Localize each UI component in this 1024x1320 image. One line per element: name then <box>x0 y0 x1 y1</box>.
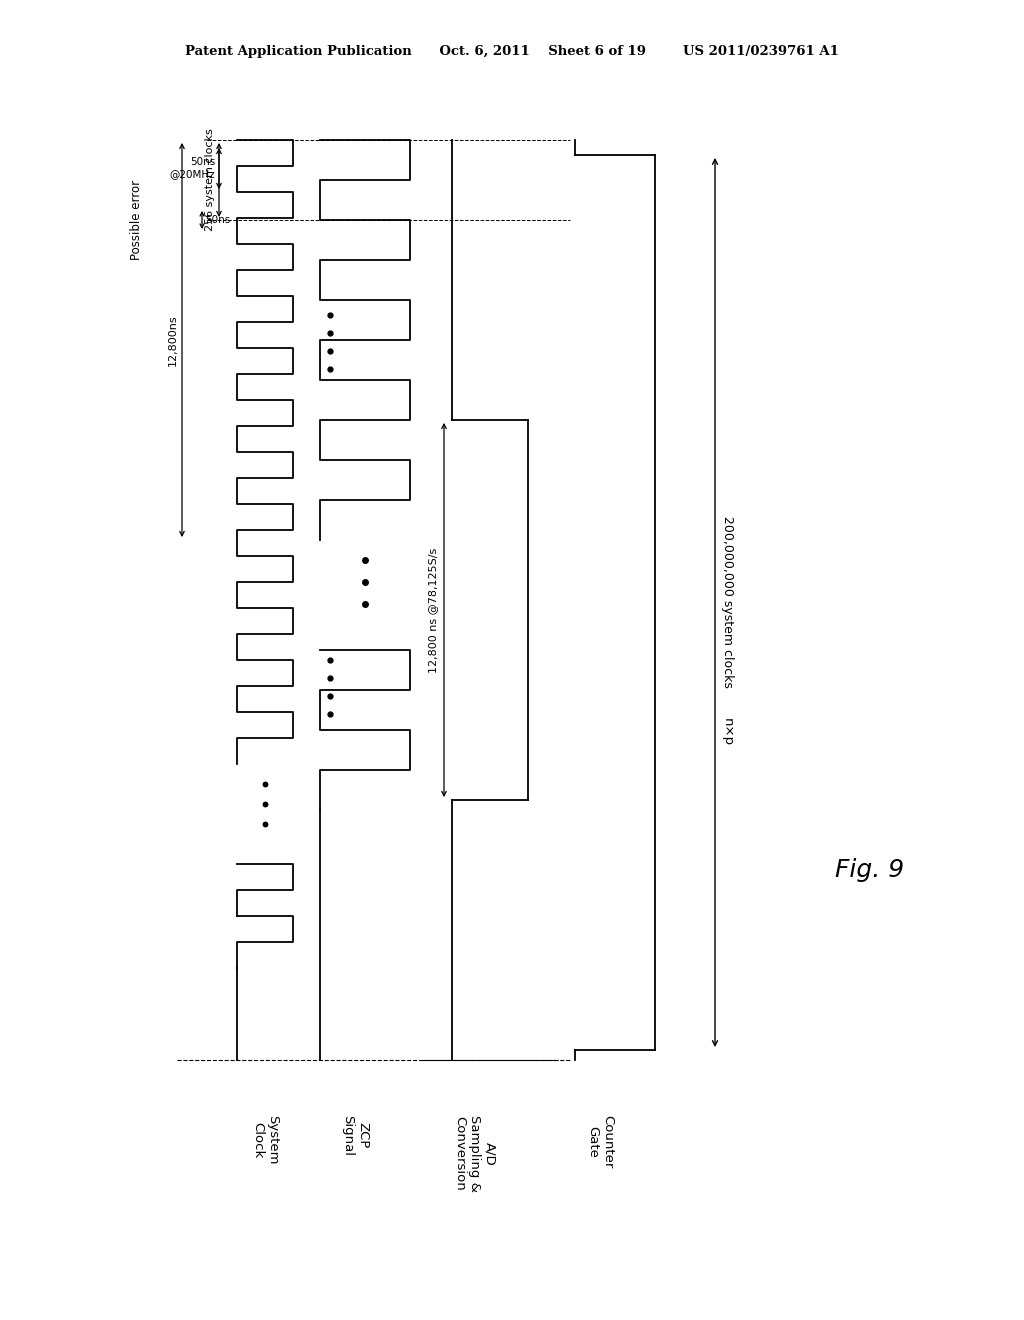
Text: 12,800ns: 12,800ns <box>168 314 178 366</box>
Text: 50ns: 50ns <box>205 215 230 224</box>
Text: Fig. 9: Fig. 9 <box>836 858 904 882</box>
Text: System
Clock: System Clock <box>251 1115 279 1164</box>
Text: 50ns
@20MHz: 50ns @20MHz <box>169 157 215 178</box>
Text: Possible error: Possible error <box>130 180 143 260</box>
Text: A/D
Sampling &
Conversion: A/D Sampling & Conversion <box>454 1115 497 1192</box>
Text: 256 system clocks: 256 system clocks <box>205 128 215 231</box>
Text: 200,000,000 system clocks: 200,000,000 system clocks <box>721 516 734 688</box>
Text: Counter
Gate: Counter Gate <box>586 1115 614 1168</box>
Text: 12,800 ns @78,125S/s: 12,800 ns @78,125S/s <box>428 548 438 673</box>
Text: n×p: n×p <box>721 718 734 746</box>
Text: Patent Application Publication      Oct. 6, 2011    Sheet 6 of 19        US 2011: Patent Application Publication Oct. 6, 2… <box>185 45 839 58</box>
Text: ZCP
Signal: ZCP Signal <box>341 1115 369 1156</box>
